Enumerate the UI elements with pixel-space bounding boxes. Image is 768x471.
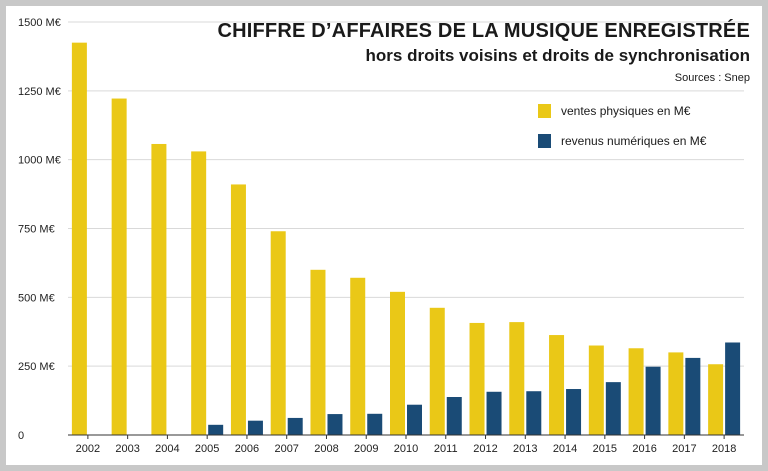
- x-tick-label: 2010: [394, 443, 418, 455]
- x-tick-label: 2015: [593, 443, 617, 455]
- y-tick-label: 250 M€: [18, 361, 55, 373]
- bar-physical: [111, 98, 127, 435]
- bar-physical: [191, 151, 207, 435]
- bar-physical: [151, 143, 167, 436]
- x-tick-label: 2014: [553, 443, 577, 455]
- legend-item-physical: ventes physiques en M€: [538, 104, 706, 118]
- bar-digital: [685, 357, 701, 435]
- legend-item-digital: revenus numériques en M€: [538, 134, 706, 148]
- y-axis-tick-labels: 0 250 M€ 500 M€ 750 M€ 1000 M€ 1250 M€ 1500 M€: [18, 17, 61, 442]
- legend-label-digital: revenus numériques en M€: [561, 134, 707, 148]
- x-tick-label: 2017: [672, 443, 696, 455]
- x-tick-label: 2007: [274, 443, 298, 455]
- x-tick-label: 2002: [76, 443, 100, 455]
- bar-physical: [310, 269, 326, 435]
- bar-digital: [605, 382, 621, 435]
- bars: [71, 42, 741, 436]
- bar-physical: [668, 352, 684, 435]
- bar-digital: [486, 391, 502, 435]
- legend: ventes physiques en M€ revenus numérique…: [538, 104, 706, 164]
- bar-digital: [407, 404, 422, 435]
- x-tick-label: 2006: [235, 443, 259, 455]
- chart-subtitle: hors droits voisins et droits de synchro…: [365, 46, 750, 65]
- legend-swatch-physical: [538, 104, 551, 118]
- chart-title: CHIFFRE D’AFFAIRES DE LA MUSIQUE ENREGIS…: [217, 20, 750, 42]
- bar-digital: [446, 397, 462, 435]
- y-tick-label: 500 M€: [18, 292, 55, 304]
- x-tick-label: 2011: [434, 443, 458, 455]
- legend-swatch-digital: [538, 134, 551, 148]
- bar-digital: [645, 366, 661, 435]
- bar-physical: [390, 291, 405, 435]
- y-tick-label: 1000 M€: [18, 155, 61, 167]
- bar-physical: [509, 322, 525, 435]
- chart-frame: 0 250 M€ 500 M€ 750 M€ 1000 M€ 1250 M€ 1500 M€…: [6, 6, 762, 465]
- bar-digital: [367, 413, 383, 435]
- x-tick-label: 2013: [513, 443, 537, 455]
- bar-digital: [725, 342, 741, 435]
- x-tick-label: 2004: [155, 443, 179, 455]
- source-note: Sources : Snep: [674, 72, 750, 84]
- x-tick-label: 2012: [473, 443, 497, 455]
- bar-physical: [708, 364, 724, 435]
- bar-physical: [469, 322, 485, 435]
- bar-digital: [566, 389, 582, 435]
- y-tick-label: 1250 M€: [18, 86, 61, 98]
- bar-physical: [588, 345, 604, 435]
- bar-chart: 0 250 M€ 500 M€ 750 M€ 1000 M€ 1250 M€ 1500 M€…: [18, 17, 744, 455]
- x-axis-tick-labels: 2002 2003 2004 2005 2006 2007 2008 2009 2010 2011…: [76, 435, 736, 455]
- bar-physical: [270, 231, 286, 435]
- bar-physical: [429, 307, 445, 435]
- x-tick-label: 2005: [195, 443, 219, 455]
- title-block: CHIFFRE D’AFFAIRES DE LA MUSIQUE ENREGIS…: [217, 18, 750, 86]
- bar-physical: [350, 277, 366, 435]
- bar-physical: [71, 42, 87, 436]
- bar-digital: [327, 414, 343, 435]
- x-tick-label: 2003: [115, 443, 139, 455]
- bar-physical: [549, 335, 565, 435]
- y-tick-label: 0: [18, 430, 24, 442]
- x-tick-label: 2009: [354, 443, 378, 455]
- x-tick-label: 2008: [314, 443, 338, 455]
- y-tick-label: 1500 M€: [18, 17, 61, 29]
- legend-label-physical: ventes physiques en M€: [561, 104, 691, 118]
- x-tick-label: 2016: [632, 443, 656, 455]
- bar-physical: [628, 348, 644, 435]
- y-tick-label: 750 M€: [18, 224, 55, 236]
- bar-digital: [526, 391, 542, 435]
- bar-digital: [247, 420, 263, 435]
- bar-physical: [230, 184, 246, 435]
- bar-digital: [287, 417, 303, 435]
- bar-digital: [208, 424, 224, 435]
- x-tick-label: 2018: [712, 443, 736, 455]
